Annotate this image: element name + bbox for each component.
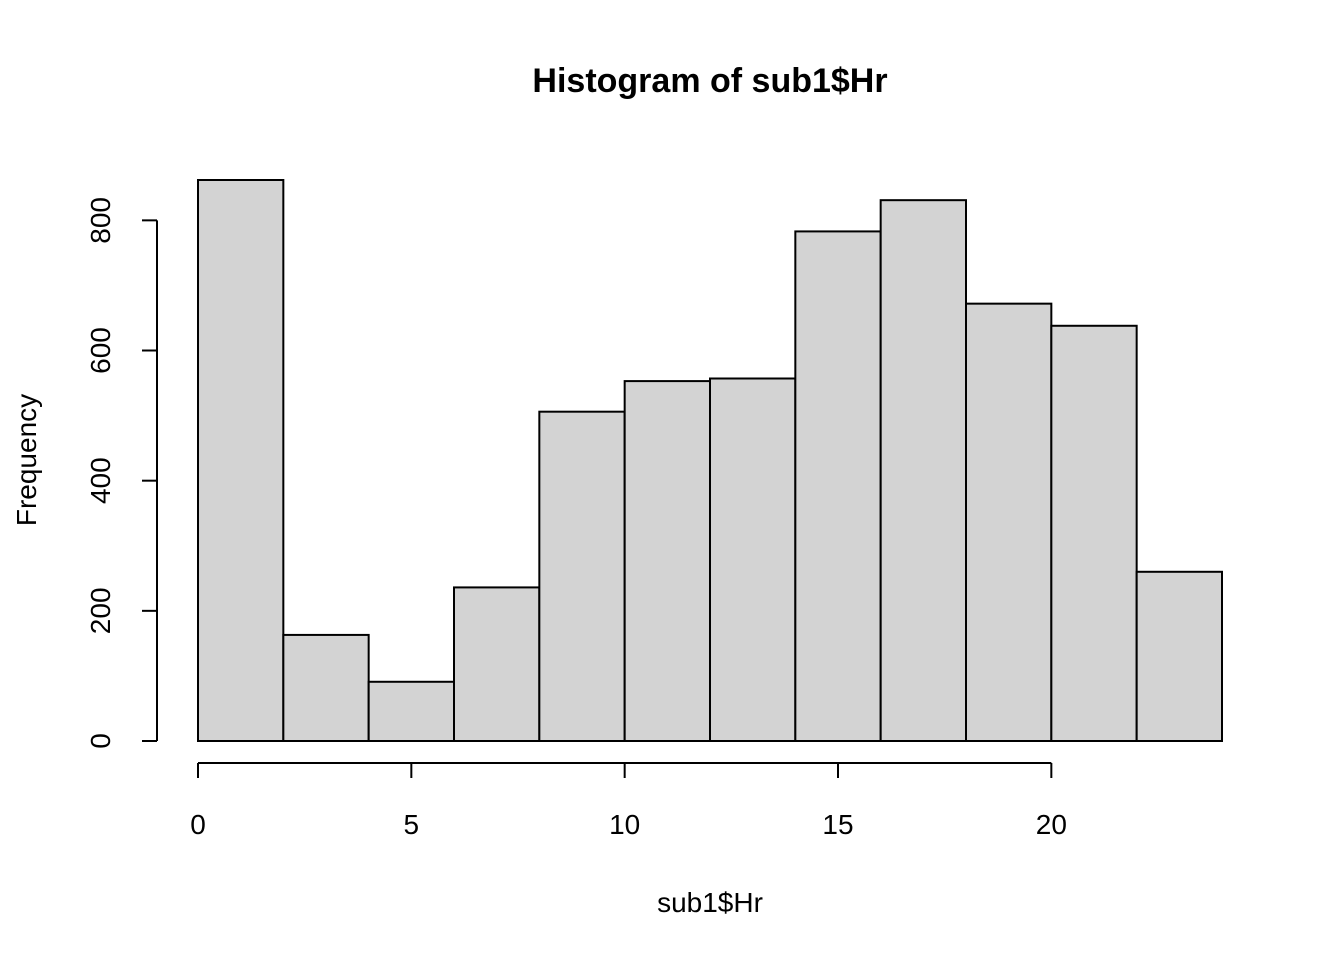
- y-axis: 0 200 400 600 800: [85, 197, 158, 749]
- x-axis-label: sub1$Hr: [657, 887, 763, 918]
- y-tick-label-2: 400: [85, 457, 116, 504]
- histogram-bar-10: [1050, 324, 1138, 742]
- x-tick-label-0: 0: [190, 809, 206, 840]
- histogram-bar-11: [1135, 570, 1223, 743]
- histogram-bar-8: [879, 199, 968, 742]
- y-tick-label-3: 600: [85, 327, 116, 374]
- histogram-bar-9: [965, 302, 1053, 742]
- x-tick-label-4: 20: [1036, 809, 1067, 840]
- y-tick-label-0: 0: [85, 733, 116, 749]
- y-tick-label-1: 200: [85, 587, 116, 634]
- chart-title: Histogram of sub1$Hr: [532, 62, 887, 100]
- x-tick-label-2: 10: [609, 809, 640, 840]
- histogram-bar-4: [538, 410, 626, 742]
- histogram-bar-2: [367, 680, 455, 743]
- histogram-bar-5: [623, 380, 712, 742]
- histogram-bar-7: [794, 230, 882, 742]
- bars-group: [197, 179, 1223, 743]
- x-tick-label-1: 5: [404, 809, 420, 840]
- histogram-bar-0: [197, 179, 285, 742]
- x-tick-label-3: 15: [822, 809, 853, 840]
- histogram-bar-1: [282, 633, 370, 743]
- histogram-bar-3: [453, 586, 541, 742]
- y-axis-label: Frequency: [11, 394, 42, 526]
- y-tick-label-4: 800: [85, 197, 116, 244]
- x-axis: 0 5 10 15 20: [190, 762, 1067, 840]
- histogram-bar-6: [709, 377, 797, 742]
